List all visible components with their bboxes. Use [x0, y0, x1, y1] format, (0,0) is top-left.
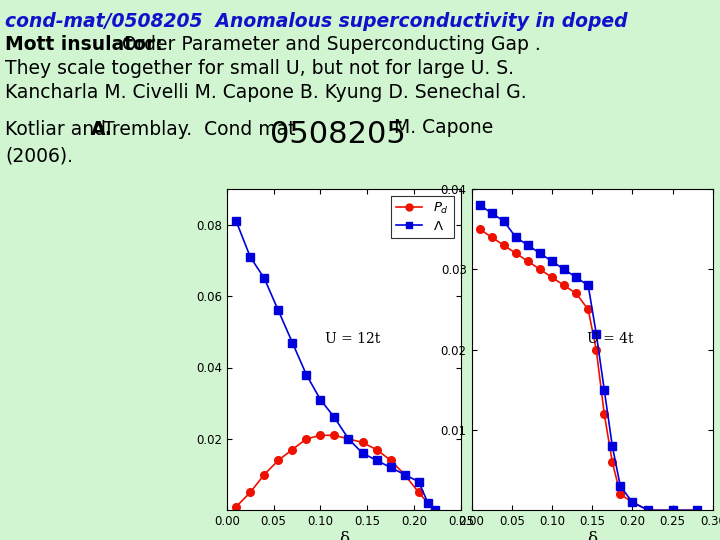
Text: They scale together for small U, but not for large U. S.: They scale together for small U, but not… — [5, 59, 514, 78]
Text: Mott insulator:: Mott insulator: — [5, 35, 163, 54]
Text: Order Parameter and Superconducting Gap .: Order Parameter and Superconducting Gap … — [122, 35, 541, 54]
Text: U = 12t: U = 12t — [325, 332, 380, 346]
Text: A.: A. — [91, 120, 113, 139]
Text: M. Capone: M. Capone — [388, 118, 493, 137]
Legend: $P_d$, $\Lambda$: $P_d$, $\Lambda$ — [391, 195, 454, 238]
Text: U = 4t: U = 4t — [588, 332, 634, 346]
Text: Kotliar and: Kotliar and — [5, 120, 106, 139]
Text: Tremblay.  Cond mat: Tremblay. Cond mat — [103, 120, 302, 139]
Text: Kancharla M. Civelli M. Capone B. Kyung D. Senechal G.: Kancharla M. Civelli M. Capone B. Kyung … — [5, 83, 526, 102]
X-axis label: δ: δ — [587, 531, 598, 540]
Text: 0508205: 0508205 — [270, 120, 406, 149]
Text: (2006).: (2006). — [5, 147, 73, 166]
X-axis label: δ: δ — [338, 531, 349, 540]
Text: cond-mat/0508205  Anomalous superconductivity in doped: cond-mat/0508205 Anomalous superconducti… — [5, 12, 628, 31]
